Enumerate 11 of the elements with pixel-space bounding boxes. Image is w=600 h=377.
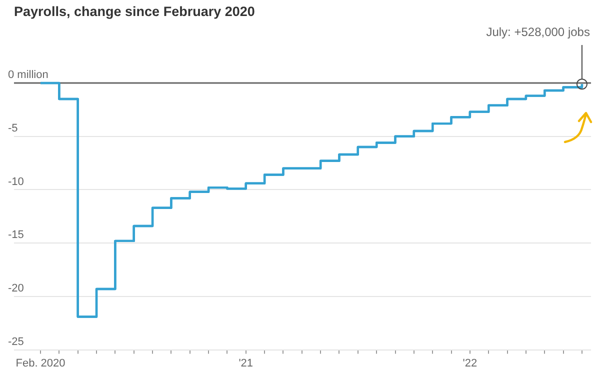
- y-tick-label: 0 million: [8, 69, 48, 82]
- y-tick-label: -15: [8, 229, 24, 242]
- x-tick-label: '22: [462, 357, 478, 370]
- y-tick-label: -20: [8, 282, 24, 294]
- annotation: July: +528,000 jobs: [486, 25, 590, 39]
- y-tick-label: -25: [8, 336, 24, 348]
- y-tick-label: -10: [8, 176, 24, 188]
- chart-title: Payrolls, change since February 2020: [14, 4, 255, 19]
- x-tick-label: '21: [238, 357, 254, 370]
- x-tick-label: Feb. 2020: [16, 357, 66, 370]
- y-tick-label: -5: [8, 122, 18, 134]
